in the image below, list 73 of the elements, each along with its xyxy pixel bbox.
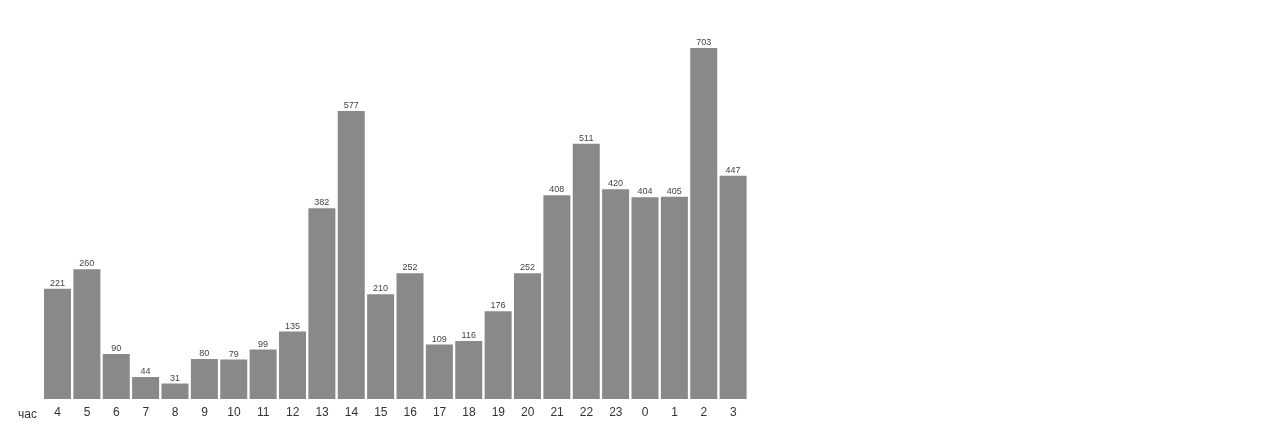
x-tick-label: 1 bbox=[671, 404, 679, 419]
data-label: 511 bbox=[579, 132, 594, 143]
bar bbox=[44, 288, 71, 399]
x-tick-label: 10 bbox=[227, 404, 241, 419]
x-tick-label: 13 bbox=[315, 404, 330, 419]
x-tick-label: 19 bbox=[491, 404, 506, 419]
bar bbox=[73, 269, 101, 399]
x-tick-label: 14 bbox=[344, 404, 359, 419]
data-label: 135 bbox=[284, 320, 301, 331]
data-label: 90 bbox=[111, 343, 122, 354]
bar bbox=[543, 195, 571, 399]
x-tick-label: 6 bbox=[113, 404, 121, 419]
bar bbox=[455, 341, 483, 399]
bar bbox=[220, 359, 248, 399]
bar bbox=[279, 331, 306, 399]
data-label: 420 bbox=[608, 178, 624, 189]
x-tick-label: 16 bbox=[403, 404, 418, 419]
data-label: 116 bbox=[461, 330, 476, 341]
data-label: 221 bbox=[49, 277, 66, 288]
data-label: 252 bbox=[519, 262, 536, 273]
bar bbox=[660, 196, 688, 399]
x-tick-label: 0 bbox=[641, 404, 649, 419]
x-tick-label: 3 bbox=[729, 404, 737, 419]
bar bbox=[514, 273, 541, 399]
data-label: 44 bbox=[140, 366, 151, 377]
bar bbox=[602, 189, 630, 399]
data-label: 260 bbox=[79, 258, 95, 269]
data-label: 99 bbox=[258, 338, 269, 349]
x-tick-label: 11 bbox=[257, 404, 270, 419]
x-tick-label: 7 bbox=[142, 404, 150, 419]
data-label: 252 bbox=[402, 262, 418, 273]
x-tick-label: 8 bbox=[171, 404, 179, 419]
x-tick-label: 23 bbox=[609, 404, 623, 419]
data-label: 31 bbox=[169, 372, 181, 383]
data-label: 404 bbox=[637, 186, 653, 197]
bar bbox=[396, 273, 424, 399]
data-label: 80 bbox=[199, 348, 210, 359]
x-axis-title: час bbox=[18, 407, 37, 422]
data-label: 703 bbox=[696, 37, 712, 47]
bar bbox=[690, 48, 718, 399]
x-tick-label: 4 bbox=[54, 404, 62, 419]
data-label: 109 bbox=[431, 333, 447, 344]
data-label: 210 bbox=[373, 283, 389, 294]
bar bbox=[484, 311, 512, 399]
x-tick-label: 22 bbox=[579, 404, 594, 419]
x-tick-label: 18 bbox=[462, 404, 476, 419]
data-label: 405 bbox=[666, 185, 682, 196]
x-tick-label: 15 bbox=[374, 404, 388, 419]
bar bbox=[631, 197, 659, 399]
x-tick-label: 5 bbox=[83, 404, 91, 419]
bar bbox=[249, 349, 277, 399]
data-label: 79 bbox=[228, 348, 239, 359]
x-tick-label: 20 bbox=[521, 404, 535, 419]
x-tick-label: 2 bbox=[700, 404, 708, 419]
data-label: 408 bbox=[549, 184, 565, 195]
x-tick-label: 21 bbox=[550, 404, 565, 419]
bar bbox=[102, 354, 130, 399]
x-tick-label: 9 bbox=[201, 404, 209, 419]
bar bbox=[132, 377, 160, 399]
bar bbox=[367, 294, 395, 399]
bar bbox=[190, 359, 218, 399]
data-label: 577 bbox=[343, 99, 359, 110]
x-tick-label: 17 bbox=[432, 404, 447, 419]
data-label: 176 bbox=[490, 300, 506, 311]
bar bbox=[161, 383, 189, 399]
data-label: 382 bbox=[314, 197, 330, 208]
bar bbox=[337, 110, 365, 399]
bar bbox=[572, 143, 600, 399]
bar bbox=[425, 344, 453, 399]
bar bbox=[719, 175, 747, 399]
bar bbox=[308, 208, 336, 399]
data-label: 447 bbox=[725, 164, 741, 175]
x-tick-label: 12 bbox=[286, 404, 300, 419]
